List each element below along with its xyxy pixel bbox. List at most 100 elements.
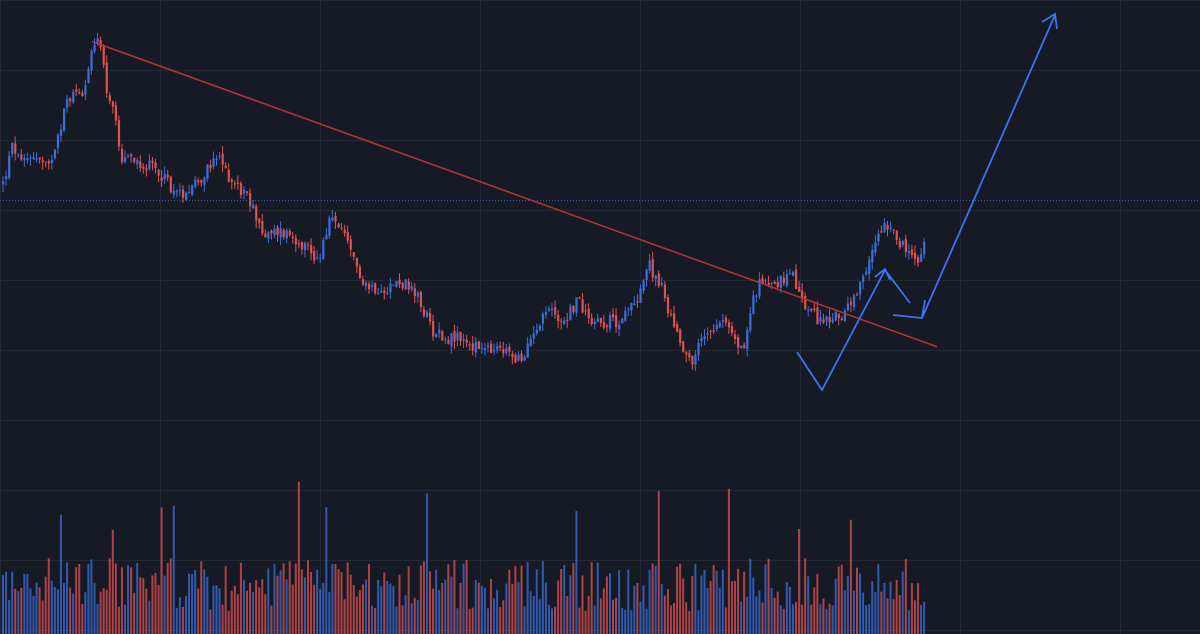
- candle-body: [72, 91, 75, 103]
- candle-body: [746, 329, 749, 350]
- candle-body: [69, 98, 72, 102]
- volume-bar: [416, 600, 419, 634]
- candle-body: [279, 228, 282, 238]
- volume-bar: [602, 588, 605, 634]
- volume-bar: [432, 588, 435, 634]
- volume-bar: [273, 563, 276, 634]
- candle-body: [801, 290, 804, 298]
- candle-body: [483, 347, 487, 350]
- volume-bar: [209, 609, 212, 634]
- volume-bar: [148, 600, 151, 634]
- volume-bar: [441, 582, 444, 634]
- trendline[interactable]: [91, 40, 938, 348]
- candle-body: [709, 331, 712, 333]
- candle-body: [862, 276, 865, 282]
- candle-body: [599, 317, 602, 323]
- candle-body: [352, 252, 355, 257]
- candle-body: [798, 286, 801, 292]
- candle-body: [480, 347, 484, 349]
- candle-body: [816, 307, 819, 325]
- volume-bar: [154, 572, 157, 634]
- candle-body: [78, 92, 81, 94]
- candle-body: [758, 279, 761, 297]
- candle-body: [782, 277, 785, 284]
- volume-bar: [801, 604, 804, 634]
- volume-bar: [380, 586, 383, 634]
- volume-bar: [178, 597, 181, 634]
- volume-bar: [233, 585, 236, 634]
- volume-bar: [639, 601, 642, 634]
- candle-body: [328, 218, 331, 236]
- candle-body: [447, 339, 450, 345]
- candle-body: [425, 311, 429, 317]
- volume-bar: [307, 560, 309, 634]
- candle-body: [856, 294, 859, 296]
- candle-body: [834, 311, 837, 321]
- volume-bar: [5, 571, 8, 634]
- volume-bar: [258, 587, 261, 634]
- volume-bar: [124, 604, 126, 634]
- candle-body: [831, 319, 834, 323]
- candle-body: [520, 353, 523, 362]
- candle-body: [41, 160, 44, 163]
- candle-body: [505, 348, 508, 353]
- candle-body: [93, 44, 96, 52]
- volume-bar: [770, 588, 773, 634]
- volume-bar: [218, 588, 221, 634]
- candle-body: [181, 189, 185, 198]
- volume-bar: [584, 610, 587, 634]
- volume-bar: [551, 608, 553, 634]
- volume-bar: [361, 584, 364, 634]
- candle-body: [871, 249, 874, 263]
- candle-body: [654, 275, 657, 280]
- candle-body: [889, 228, 892, 230]
- volume-bar: [538, 599, 541, 634]
- candle-body: [355, 258, 358, 267]
- projection-arrows[interactable]: [796, 12, 1058, 392]
- volume-bar: [337, 569, 340, 634]
- volume-bar: [450, 576, 453, 634]
- volume-bar: [636, 582, 639, 634]
- volume-bar: [892, 599, 895, 634]
- volume-bar: [499, 607, 502, 634]
- candle-body: [761, 277, 764, 283]
- candle-body: [108, 95, 111, 102]
- volume-bar: [642, 585, 645, 634]
- volume-bar: [840, 564, 843, 634]
- volume-bar: [633, 585, 636, 634]
- candle-body: [175, 190, 179, 192]
- candle-body: [127, 155, 130, 157]
- candle-body: [544, 312, 548, 315]
- volume-bar: [679, 563, 682, 634]
- volume-bar: [50, 580, 53, 634]
- volume-bar: [910, 583, 913, 634]
- candle-body: [907, 251, 911, 254]
- volume-bar: [480, 585, 483, 634]
- volume-bar: [78, 563, 81, 634]
- candle-body: [734, 334, 737, 340]
- candle-body: [322, 240, 325, 259]
- candle-body: [392, 284, 395, 286]
- candle-body: [852, 295, 856, 307]
- volume-bar: [105, 589, 108, 634]
- volume-bar: [47, 558, 50, 634]
- candle-body: [130, 154, 133, 157]
- volume-bar: [221, 604, 224, 634]
- volume-bar: [435, 569, 438, 634]
- candle-body: [185, 192, 188, 200]
- volume-bar: [505, 583, 508, 634]
- candle-body: [843, 310, 846, 321]
- candle-body: [612, 314, 615, 318]
- volume-bar: [682, 578, 685, 634]
- candle-body: [258, 218, 261, 223]
- volume-bar: [279, 570, 282, 634]
- candle-body: [615, 315, 618, 328]
- volume-bar: [737, 568, 740, 634]
- volume-bar: [740, 601, 743, 634]
- candle-body: [602, 322, 606, 328]
- volume-bar: [535, 569, 538, 634]
- volume-bar: [779, 605, 782, 634]
- candle-body: [102, 46, 105, 65]
